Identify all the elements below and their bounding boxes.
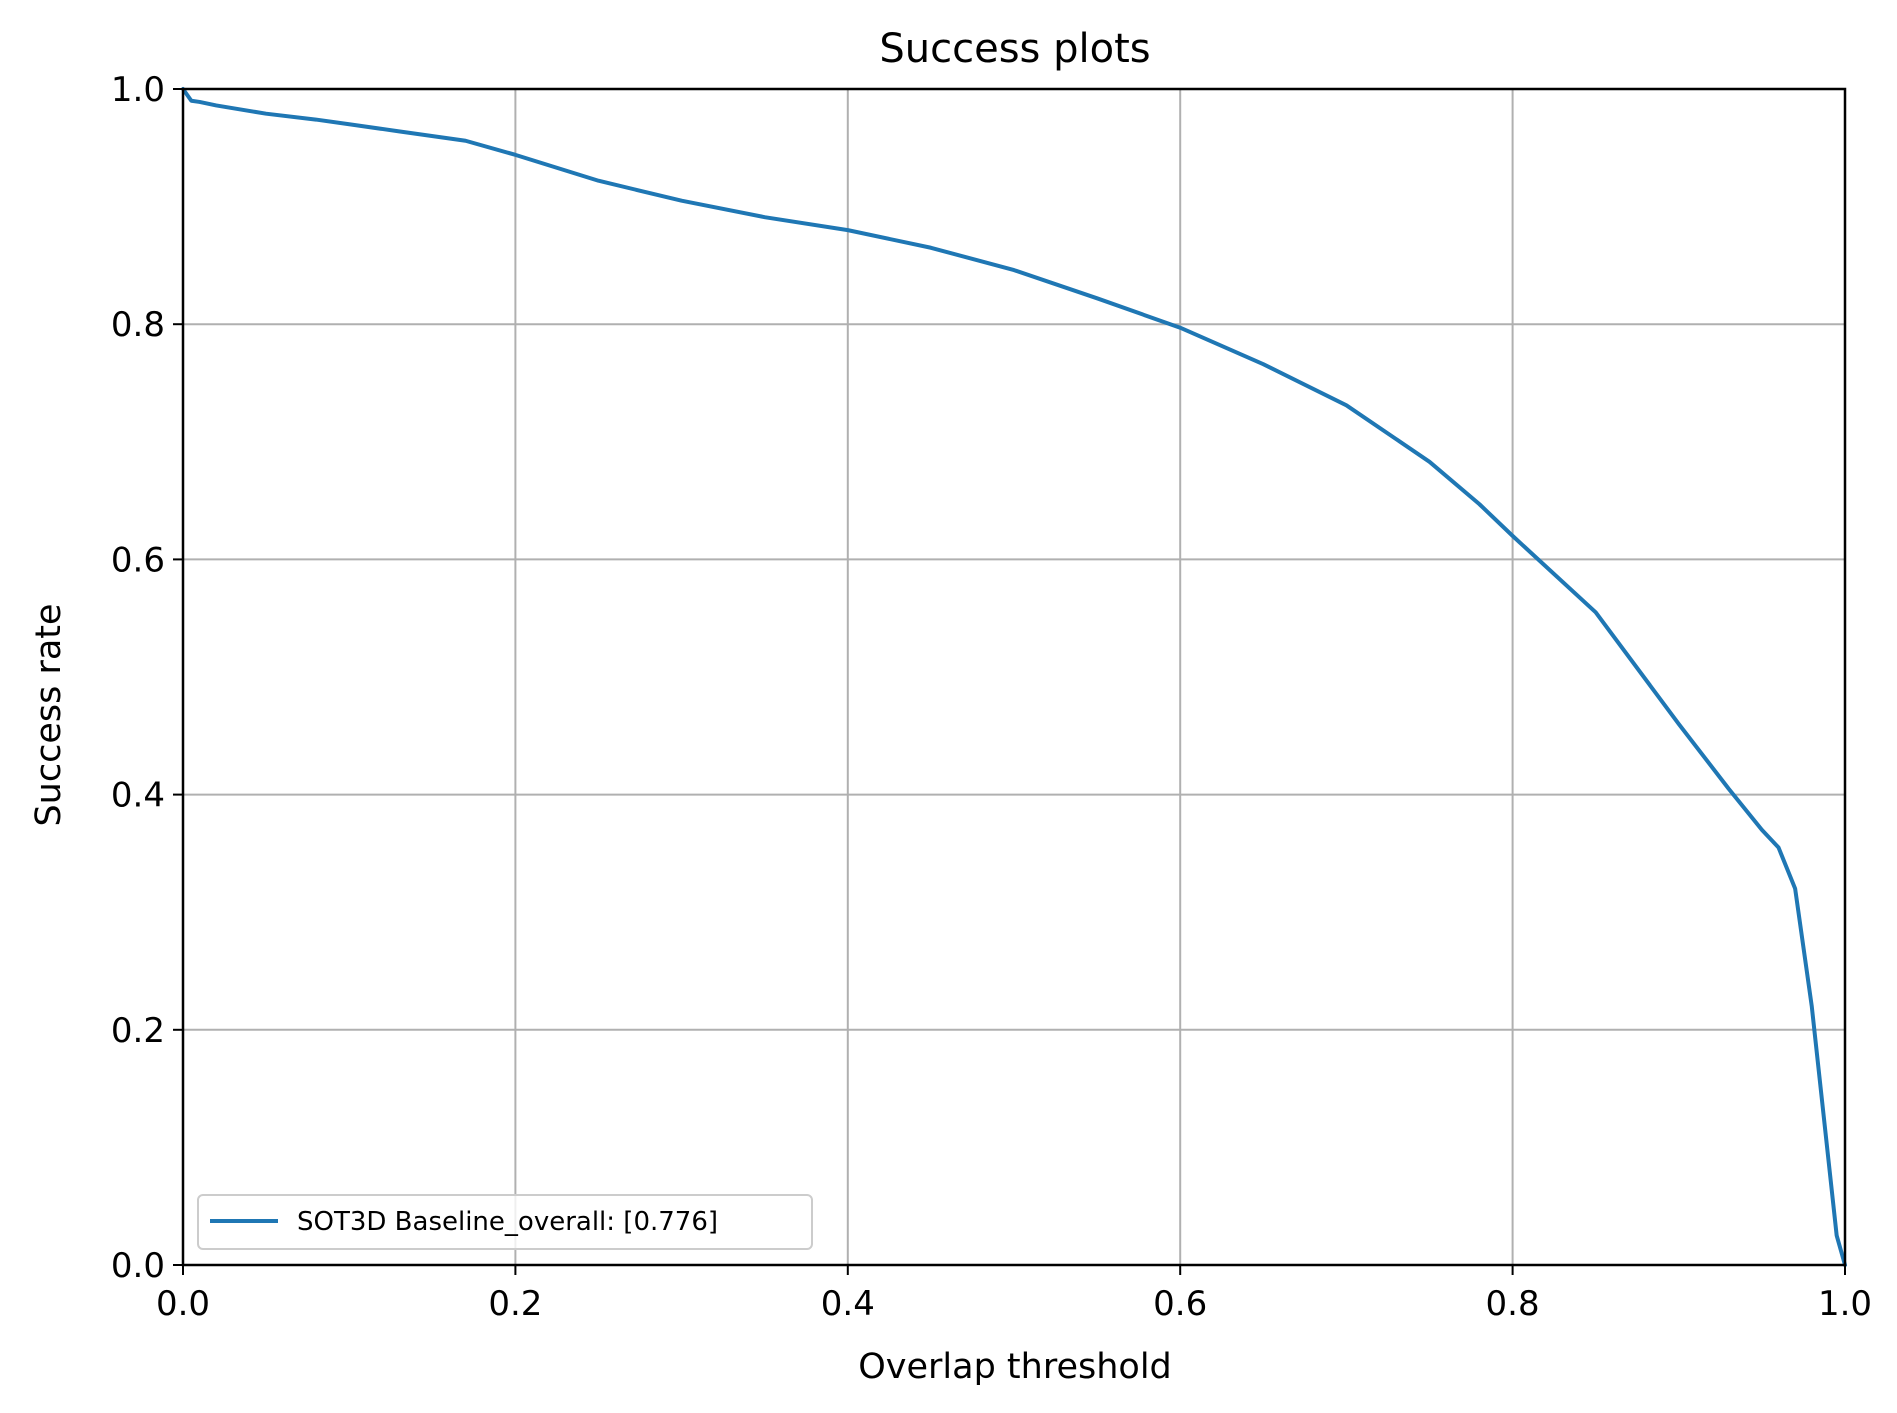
x-tick-label: 0.2: [488, 1284, 542, 1324]
y-tick-label: 0.0: [111, 1246, 165, 1286]
x-tick-label: 1.0: [1818, 1284, 1872, 1324]
y-tick-label: 0.6: [111, 540, 165, 580]
legend-box: [197, 1194, 813, 1250]
x-tick-label: 0.6: [1153, 1284, 1207, 1324]
plot-area-border: [181, 87, 1847, 1267]
y-axis-ticks: 0.0 0.2 0.4 0.6 0.8 1.0: [111, 70, 183, 1286]
y-axis-label: Success rate: [29, 603, 69, 826]
x-axis-label: Overlap threshold: [858, 1347, 1172, 1387]
legend-label: SOT3D Baseline_overall: [0.776]: [297, 1207, 718, 1237]
y-tick-label: 1.0: [111, 70, 165, 110]
grid-lines: [182, 88, 1846, 1266]
x-tick-label: 0.8: [1486, 1284, 1540, 1324]
y-tick-label: 0.4: [111, 776, 165, 816]
y-tick-label: 0.8: [111, 305, 165, 345]
chart-title: Success plots: [879, 26, 1150, 72]
axes-frame: [181, 87, 1847, 1267]
x-tick-label: 0.4: [821, 1284, 875, 1324]
legend: SOT3D Baseline_overall: [0.776]: [197, 1194, 813, 1250]
x-axis-ticks: 0.0 0.2 0.4 0.6 0.8 1.0: [156, 1265, 1872, 1324]
x-tick-label: 0.0: [156, 1284, 210, 1324]
series-lines: [181, 87, 1847, 1267]
y-tick-label: 0.2: [111, 1011, 165, 1051]
series-line-0: [181, 87, 1847, 1267]
